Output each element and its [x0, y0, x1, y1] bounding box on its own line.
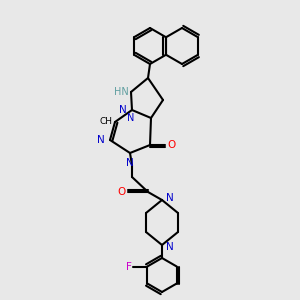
Text: O: O [167, 140, 175, 150]
Text: N: N [126, 158, 134, 168]
Text: F: F [126, 262, 132, 272]
Text: CH: CH [100, 118, 113, 127]
Text: N: N [119, 105, 127, 115]
Text: N: N [97, 135, 105, 145]
Text: N: N [166, 242, 174, 252]
Text: N: N [127, 113, 135, 123]
Text: HN: HN [114, 87, 129, 97]
Text: N: N [166, 193, 174, 203]
Text: O: O [117, 187, 125, 197]
